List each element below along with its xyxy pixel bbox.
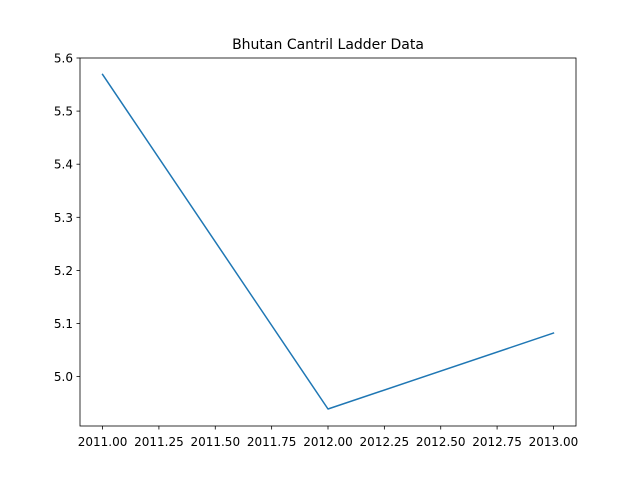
y-tick-label: 5.1 (54, 317, 73, 331)
y-tick-label: 5.3 (54, 211, 73, 225)
x-tick-label: 2011.75 (247, 435, 297, 449)
x-tick-label: 2011.25 (134, 435, 184, 449)
x-tick-label: 2013.00 (529, 435, 579, 449)
x-tick-label: 2011.00 (78, 435, 128, 449)
y-tick-label: 5.0 (54, 370, 73, 384)
y-tick-label: 5.4 (54, 158, 73, 172)
chart-title: Bhutan Cantril Ladder Data (232, 37, 424, 53)
y-tick-label: 5.5 (54, 105, 73, 119)
x-tick-label: 2012.50 (416, 435, 466, 449)
y-tick-label: 5.6 (54, 52, 73, 66)
x-tick-label: 2012.75 (472, 435, 522, 449)
series-line (101, 73, 555, 410)
x-tick-label: 2011.50 (190, 435, 240, 449)
x-tick-label: 2012.25 (360, 435, 410, 449)
y-tick-label: 5.2 (54, 264, 73, 278)
x-tick-label: 2012.00 (303, 435, 353, 449)
plot-area: 5.0 5.1 5.2 5.3 5.4 5.5 5.6 2011.00 2011.25 2011.… (54, 52, 578, 450)
